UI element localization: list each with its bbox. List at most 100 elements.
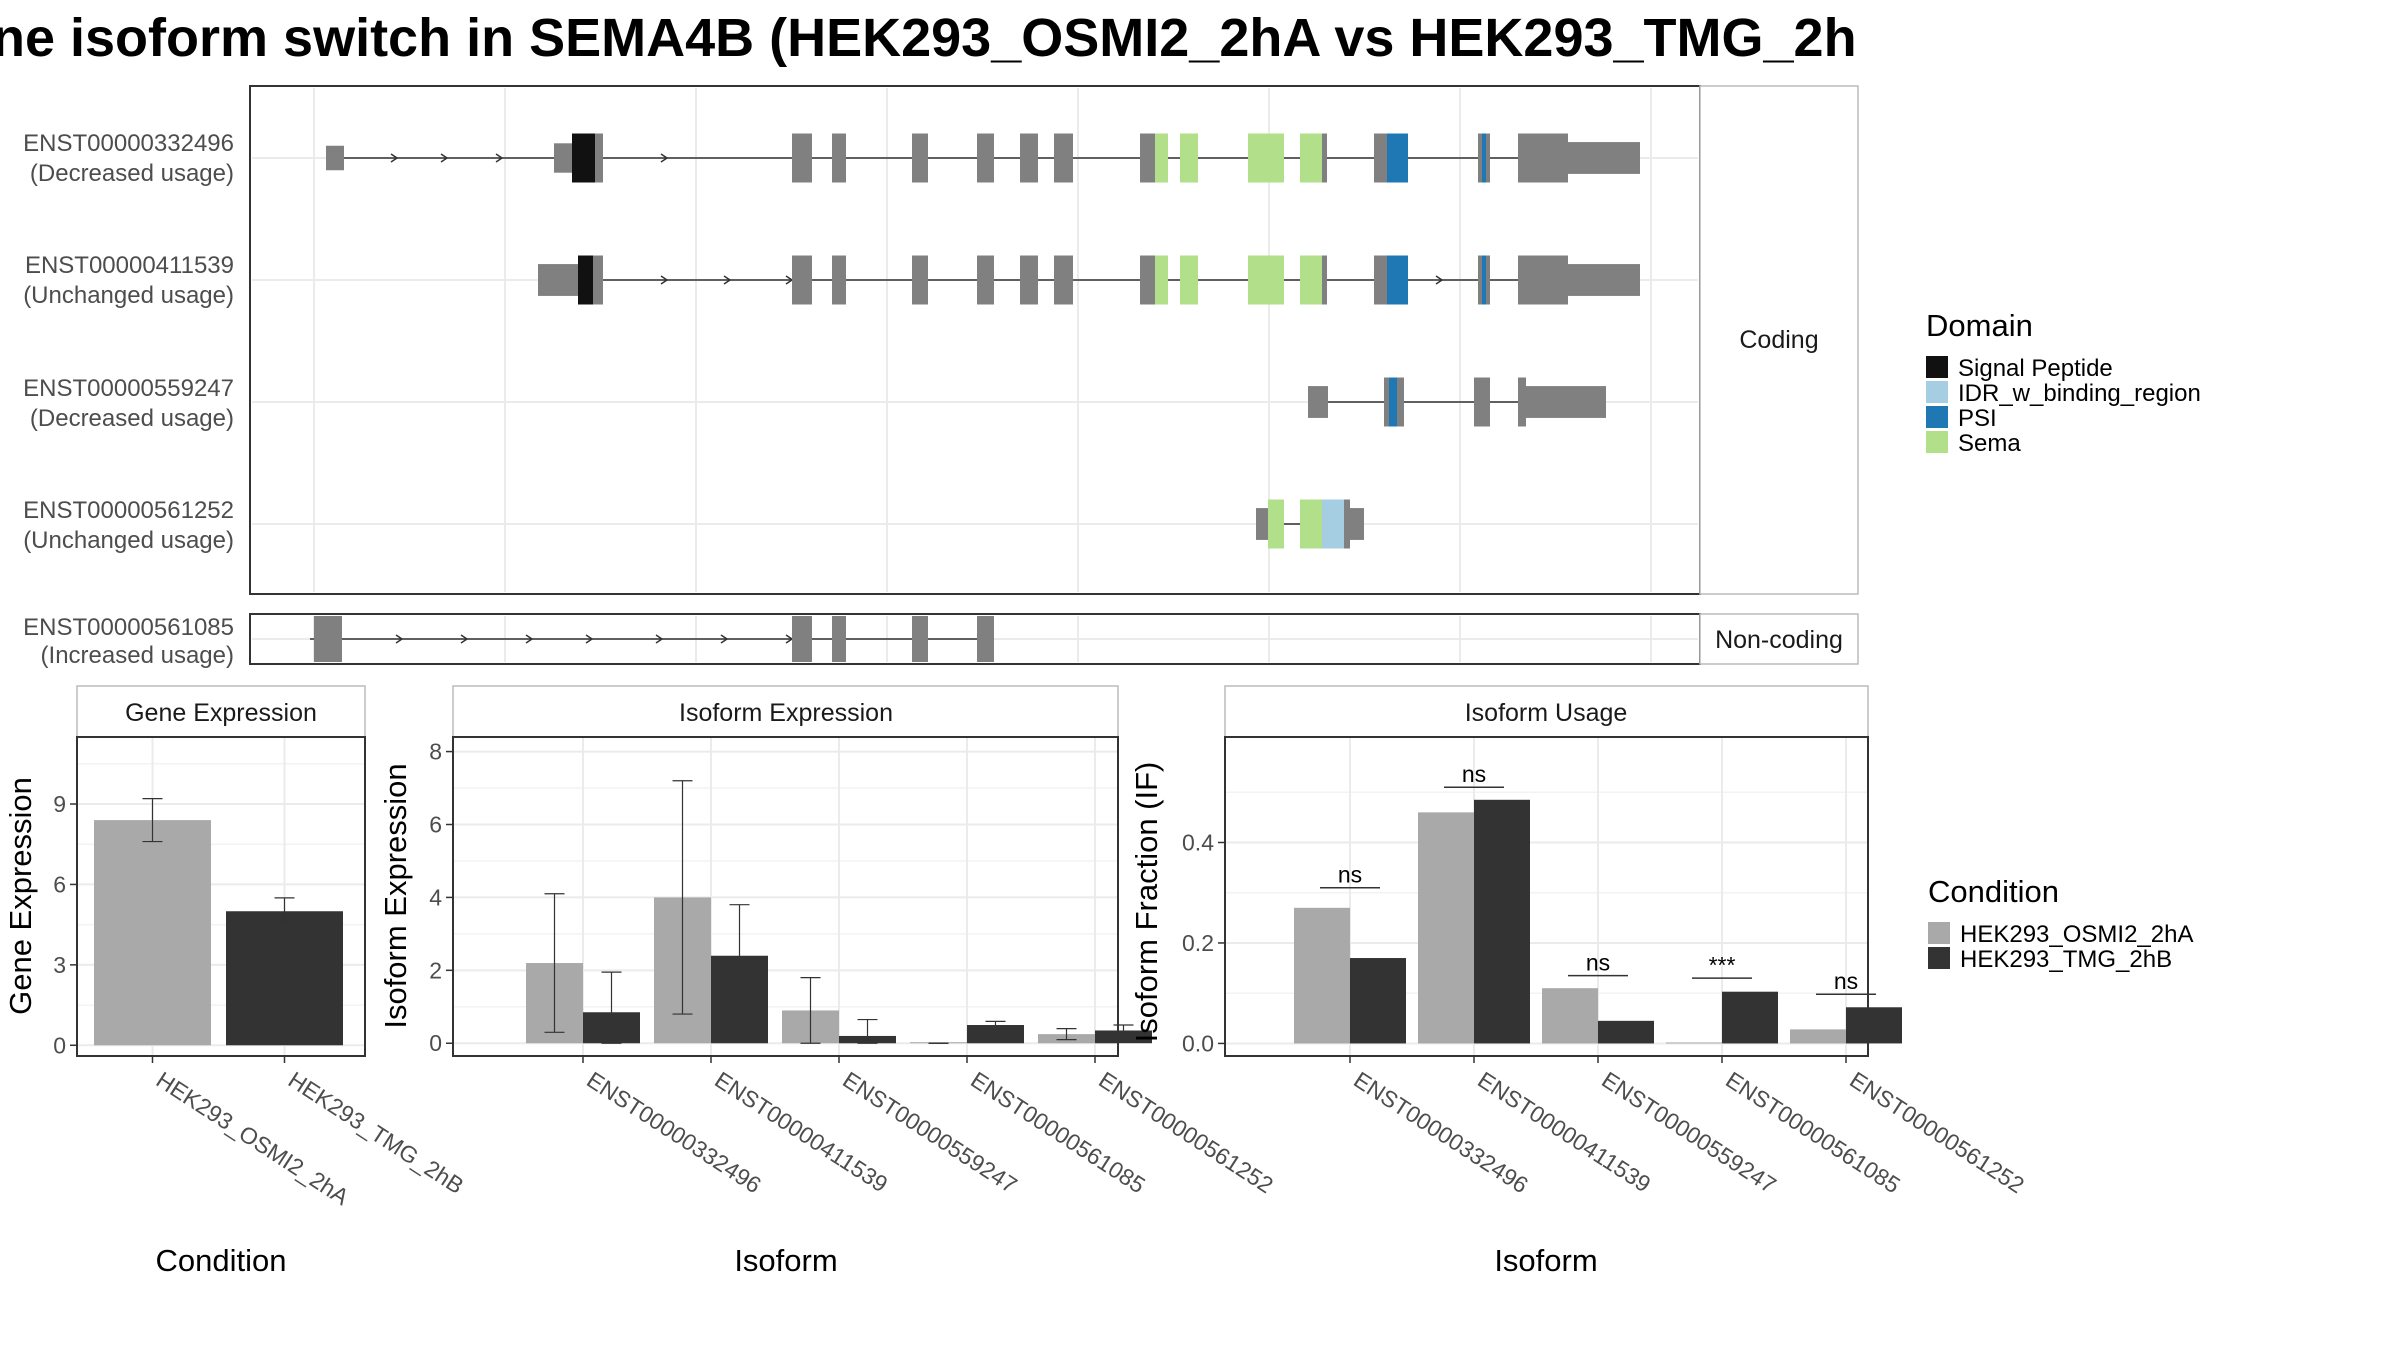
domain-legend-label-psi: PSI: [1958, 405, 1997, 432]
domain-legend-label-idr: IDR_w_binding_region: [1958, 380, 2201, 407]
significance-label: ns: [1586, 950, 1610, 976]
domain-legend-label-sema: Sema: [1958, 430, 2021, 457]
strand-arrow: [585, 634, 594, 644]
bar-ENST00000561252-HEK293_OSMI2_2hA: [1790, 1029, 1846, 1044]
facet-label-coding: Coding: [1739, 326, 1818, 354]
strand-arrow: [440, 153, 449, 163]
exon-block: [912, 133, 928, 183]
exon-block: [792, 616, 812, 662]
strand-arrow: [495, 153, 504, 163]
bar-ENST00000561252-HEK293_TMG_2hB: [1095, 1030, 1152, 1044]
strand-arrow: [660, 275, 669, 285]
transcript-label-2: ENST00000411539: [25, 252, 234, 279]
transcript-label-4: ENST00000561252: [23, 497, 234, 524]
bar-ENST00000561085-HEK293_OSMI2_2hA: [1666, 1042, 1722, 1044]
exon-block: [1300, 133, 1322, 183]
exon-block: [1350, 508, 1364, 540]
significance-label: ns: [1834, 968, 1858, 994]
condition-legend-title: Condition: [1928, 874, 2059, 909]
exon-block: [832, 616, 846, 662]
transcript-track-1: [326, 133, 1640, 183]
bar-HEK293_OSMI2_2hA: [94, 820, 211, 1046]
exon-block: [832, 133, 846, 183]
structure-tracks: [310, 133, 1640, 662]
transcript-usage-4: (Unchanged usage): [23, 527, 234, 554]
transcript-usage-5: (Increased usage): [41, 642, 234, 669]
exon-block: [1054, 255, 1073, 305]
isoform-expression-ylabel: Isoform Expression: [378, 763, 413, 1028]
exon-block: [1474, 377, 1490, 427]
significance-label: ***: [1709, 952, 1736, 978]
isoform-usage-ylabel: Isoform Fraction (IF): [1129, 762, 1164, 1043]
strand-arrow: [525, 634, 534, 644]
y-tick-label: 2: [429, 957, 442, 983]
isoform-expression-title: Isoform Expression: [679, 699, 893, 727]
bar-ENST00000561085-HEK293_TMG_2hB: [1722, 991, 1778, 1044]
bar-ENST00000332496-HEK293_TMG_2hB: [1350, 958, 1406, 1044]
strand-arrow: [723, 275, 732, 285]
gene-expression-title: Gene Expression: [125, 699, 317, 727]
exon-block: [572, 133, 595, 183]
transcript-track-4: [1256, 499, 1364, 549]
exon-block: [1248, 255, 1284, 305]
bar-ENST00000411539-HEK293_OSMI2_2hA: [1418, 812, 1474, 1044]
significance-label: ns: [1338, 862, 1362, 888]
domain-legend-key-psi: [1926, 406, 1948, 428]
exon-block: [1020, 133, 1038, 183]
gene-expression-strip: [76, 685, 366, 738]
exon-block: [1155, 255, 1168, 305]
y-tick-label: 0: [53, 1032, 66, 1058]
exon-block: [538, 264, 578, 296]
exon-block: [1180, 255, 1198, 305]
exon-block: [1020, 255, 1038, 305]
exon-block: [1344, 499, 1350, 549]
exon-block: [1486, 133, 1490, 183]
domain-legend-title: Domain: [1926, 308, 2033, 343]
exon-block: [1374, 133, 1387, 183]
exon-block: [912, 616, 928, 662]
significance-label: ns: [1462, 761, 1486, 787]
y-tick-label: 4: [429, 884, 442, 910]
y-tick-label: 8: [429, 739, 442, 765]
exon-block: [1140, 133, 1155, 183]
strand-arrow: [395, 634, 404, 644]
exon-block: [1300, 255, 1322, 305]
exon-block: [1256, 508, 1268, 540]
exon-block: [792, 133, 812, 183]
exon-block: [792, 255, 812, 305]
transcript-label-3: ENST00000559247: [23, 375, 234, 402]
domain-legend: Domain Signal Peptide IDR_w_binding_regi…: [1926, 308, 2201, 457]
y-tick-label: 0.2: [1182, 930, 1214, 956]
domain-legend-key-signal-peptide: [1926, 356, 1948, 378]
exon-block: [1180, 133, 1198, 183]
isoform-expression-xlabel: Isoform: [734, 1243, 837, 1278]
isoform-usage-strip: [1224, 685, 1869, 738]
strand-arrow: [660, 153, 669, 163]
structure-panel: Coding Non-coding ENST00000332496 (Decre…: [23, 85, 1859, 669]
exon-block: [1526, 386, 1606, 418]
exon-block: [578, 255, 593, 305]
y-tick-label: 0.0: [1182, 1030, 1214, 1056]
exon-block: [832, 255, 846, 305]
isoform-usage-plot: ns ns ns *** ns: [1225, 737, 1902, 1056]
bar-ENST00000411539-HEK293_TMG_2hB: [1474, 799, 1530, 1044]
exon-block: [314, 616, 342, 662]
exon-block: [1482, 133, 1486, 183]
structure-noncoding-strip: [1699, 613, 1859, 665]
exon-block: [1387, 255, 1408, 305]
transcript-usage-1: (Decreased usage): [30, 160, 234, 187]
gene-expression-xlabel: Condition: [156, 1243, 287, 1278]
exon-block: [1518, 133, 1568, 183]
condition-legend-label-a: HEK293_OSMI2_2hA: [1960, 921, 2193, 948]
strand-arrow: [1435, 275, 1444, 285]
y-tick-label: 6: [429, 811, 442, 837]
exon-block: [1482, 255, 1486, 305]
exon-block: [1518, 255, 1568, 305]
exon-block: [593, 255, 603, 305]
domain-legend-key-idr: [1926, 381, 1948, 403]
exon-block: [1397, 377, 1404, 427]
condition-legend-key-b: [1928, 947, 1950, 969]
domain-legend-label-signal-peptide: Signal Peptide: [1958, 355, 2113, 382]
